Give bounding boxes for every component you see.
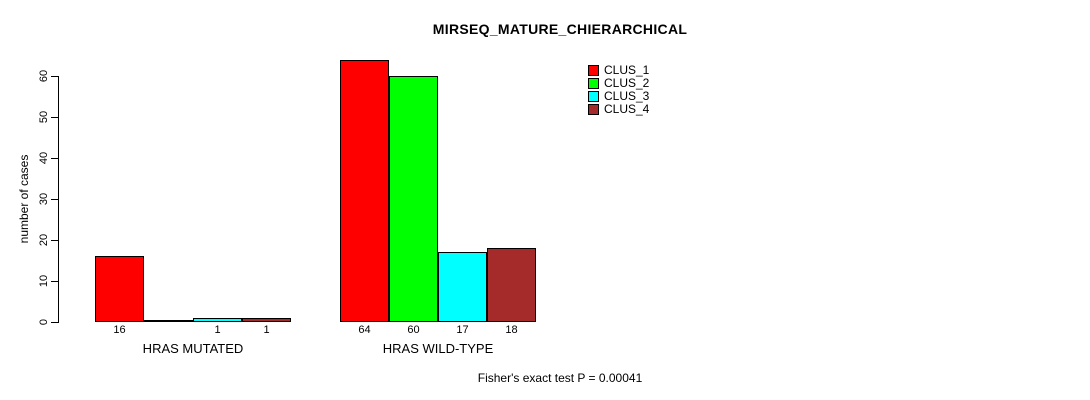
- y-axis-tick: [51, 281, 58, 282]
- y-axis-tick-label: 30: [38, 192, 50, 206]
- bar-CLUS_3: [438, 252, 487, 322]
- legend-swatch-CLUS_4: [588, 104, 599, 115]
- legend-label: CLUS_2: [604, 76, 650, 90]
- bar-CLUS_1: [95, 256, 144, 322]
- chart-title: MIRSEQ_MATURE_CHIERARCHICAL: [432, 21, 688, 37]
- y-axis-tick-label: 40: [38, 151, 50, 165]
- y-axis-tick: [51, 76, 58, 77]
- bar-value-label: 64: [358, 324, 371, 336]
- bar-CLUS_1: [340, 59, 389, 322]
- legend-swatch-CLUS_2: [588, 78, 599, 89]
- y-axis-tick-label: 0: [38, 318, 50, 326]
- bar-value-label: 16: [113, 324, 126, 336]
- y-axis-tick: [51, 322, 58, 323]
- legend-label: CLUS_3: [604, 89, 650, 103]
- y-axis-tick: [51, 158, 58, 159]
- y-axis-tick-label: 10: [38, 274, 50, 288]
- bar-value-label: 1: [263, 324, 270, 336]
- y-axis-tick: [51, 240, 58, 241]
- y-axis-tick-label: 20: [38, 233, 50, 247]
- bar-CLUS_4: [487, 248, 536, 322]
- y-axis-label: number of cases: [17, 154, 31, 244]
- y-axis-tick-label: 60: [38, 69, 50, 83]
- bar-CLUS_4: [242, 317, 291, 322]
- y-axis-line: [58, 76, 59, 323]
- bar-value-label: 18: [505, 324, 518, 336]
- bar-CLUS_2: [144, 320, 193, 322]
- legend-swatch-CLUS_3: [588, 91, 599, 102]
- y-axis-tick: [51, 117, 58, 118]
- bar-value-label: 60: [407, 324, 420, 336]
- bar-CLUS_2: [389, 76, 438, 322]
- legend-label: CLUS_1: [604, 63, 650, 77]
- x-category-label: HRAS WILD-TYPE: [382, 341, 494, 356]
- y-axis-tick: [51, 199, 58, 200]
- legend-swatch-CLUS_1: [588, 65, 599, 76]
- bar-CLUS_3: [193, 317, 242, 322]
- x-category-label: HRAS MUTATED: [142, 341, 244, 356]
- legend-label: CLUS_4: [604, 102, 650, 116]
- fisher-test-annotation: Fisher's exact test P = 0.00041: [477, 371, 643, 385]
- bar-value-label: 17: [456, 324, 469, 336]
- y-axis-tick-label: 50: [38, 110, 50, 124]
- bar-value-label: 1: [214, 324, 221, 336]
